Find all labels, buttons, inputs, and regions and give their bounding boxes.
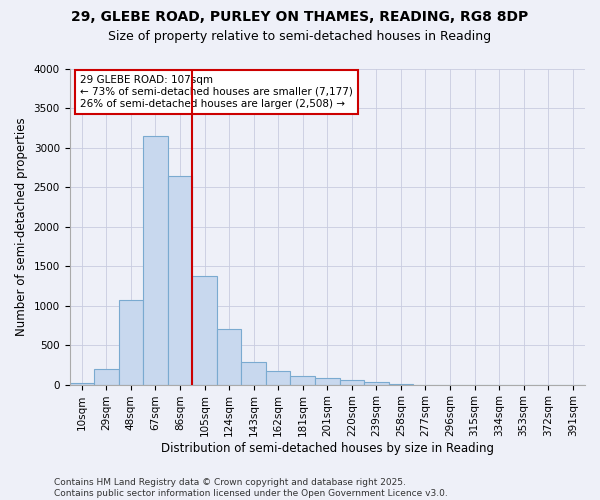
Text: Size of property relative to semi-detached houses in Reading: Size of property relative to semi-detach… xyxy=(109,30,491,43)
Bar xyxy=(340,380,364,384)
Bar xyxy=(168,176,192,384)
Bar xyxy=(241,362,266,384)
Text: Contains HM Land Registry data © Crown copyright and database right 2025.
Contai: Contains HM Land Registry data © Crown c… xyxy=(54,478,448,498)
Bar xyxy=(266,371,290,384)
Bar xyxy=(217,330,241,384)
Bar xyxy=(192,276,217,384)
Bar xyxy=(119,300,143,384)
Y-axis label: Number of semi-detached properties: Number of semi-detached properties xyxy=(15,118,28,336)
Text: 29 GLEBE ROAD: 107sqm
← 73% of semi-detached houses are smaller (7,177)
26% of s: 29 GLEBE ROAD: 107sqm ← 73% of semi-deta… xyxy=(80,76,353,108)
X-axis label: Distribution of semi-detached houses by size in Reading: Distribution of semi-detached houses by … xyxy=(161,442,494,455)
Bar xyxy=(143,136,168,384)
Text: 29, GLEBE ROAD, PURLEY ON THAMES, READING, RG8 8DP: 29, GLEBE ROAD, PURLEY ON THAMES, READIN… xyxy=(71,10,529,24)
Bar xyxy=(315,378,340,384)
Bar xyxy=(290,376,315,384)
Bar xyxy=(94,369,119,384)
Bar xyxy=(364,382,389,384)
